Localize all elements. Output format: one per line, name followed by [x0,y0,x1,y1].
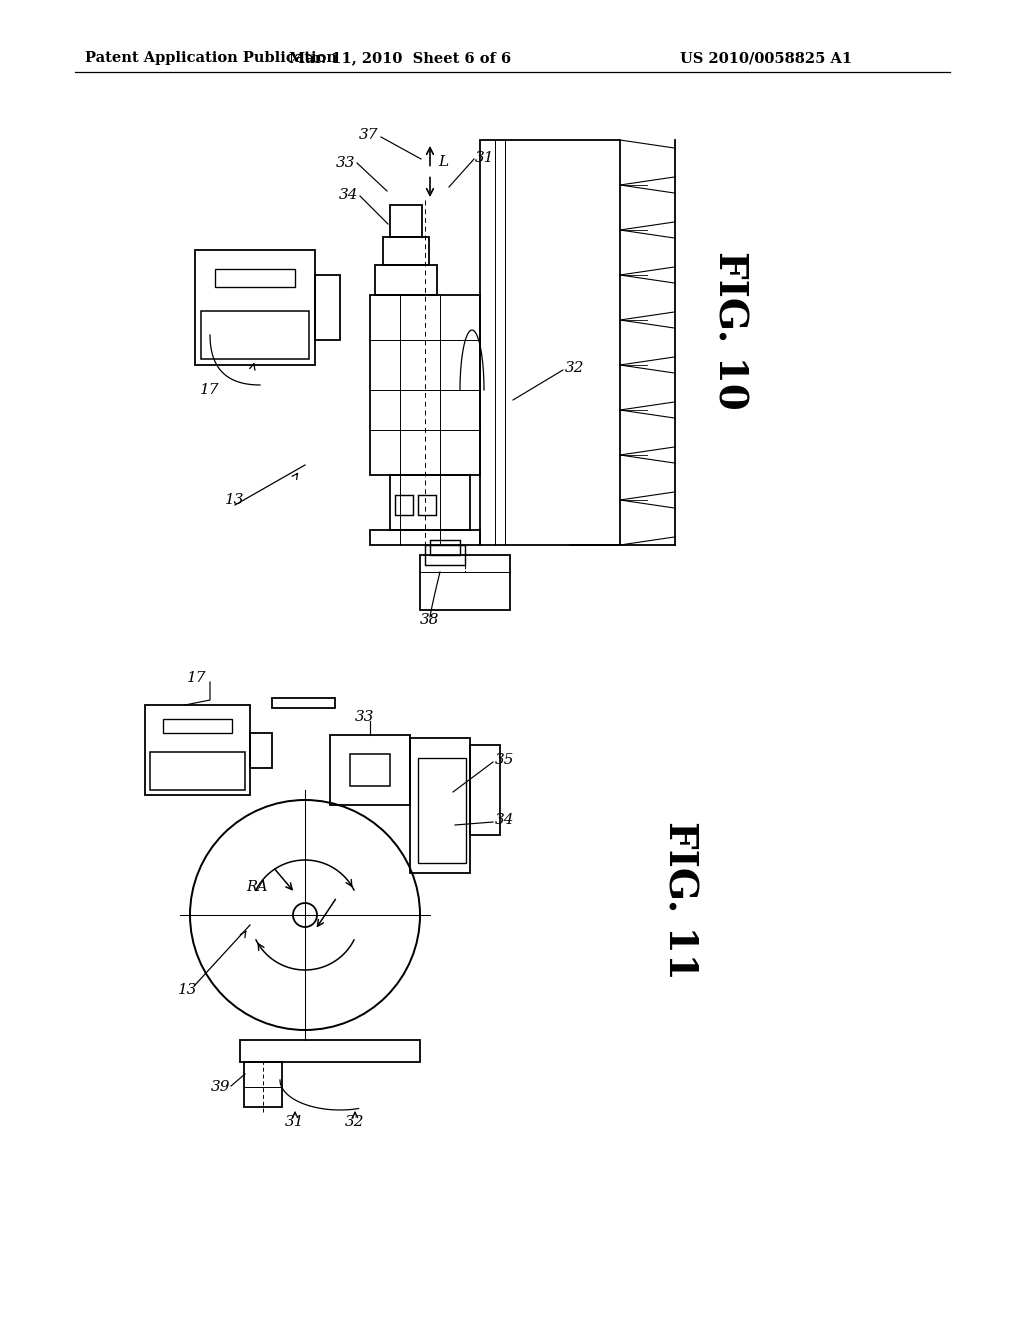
Text: L: L [438,154,449,169]
Text: 34: 34 [495,813,514,828]
Bar [330,735,410,805]
Bar [390,475,470,531]
Text: US 2010/0058825 A1: US 2010/0058825 A1 [680,51,852,65]
Text: 37: 37 [358,128,378,143]
Text: 35: 35 [495,752,514,767]
Text: FIG. 11: FIG. 11 [662,821,699,979]
Bar [370,531,480,545]
Bar [350,754,390,785]
Bar [244,1063,282,1107]
Text: 39: 39 [211,1080,230,1094]
Text: Mar. 11, 2010  Sheet 6 of 6: Mar. 11, 2010 Sheet 6 of 6 [289,51,511,65]
Bar [418,758,466,863]
Bar [272,698,335,708]
Text: 17: 17 [187,671,207,685]
Bar [420,554,510,610]
Bar [315,275,340,341]
Bar [201,312,309,359]
Bar [150,752,245,789]
Text: FIG. 10: FIG. 10 [711,251,749,409]
Text: 33: 33 [336,156,355,170]
Text: 32: 32 [565,360,585,375]
Text: 34: 34 [339,187,358,202]
Text: 38: 38 [420,612,439,627]
Text: 17: 17 [200,383,219,397]
Bar [195,249,315,366]
Text: Patent Application Publication: Patent Application Publication [85,51,337,65]
Bar [395,495,413,515]
Bar [480,140,620,545]
Bar [418,495,436,515]
Bar [470,744,500,836]
Bar [145,705,250,795]
Text: 13: 13 [178,983,198,997]
Text: 32: 32 [345,1115,365,1129]
Bar [383,238,429,265]
Bar [370,294,480,475]
Bar [215,269,295,286]
Text: 31: 31 [286,1115,305,1129]
Text: RA: RA [246,880,268,894]
Bar [375,265,437,294]
Bar [430,540,460,554]
Bar [250,733,272,768]
Bar [163,719,232,733]
Text: 33: 33 [355,710,375,723]
Bar [240,1040,420,1063]
Text: 13: 13 [225,492,245,507]
Bar [425,545,465,565]
Text: 31: 31 [475,150,495,165]
Bar [390,205,422,238]
Bar [410,738,470,873]
